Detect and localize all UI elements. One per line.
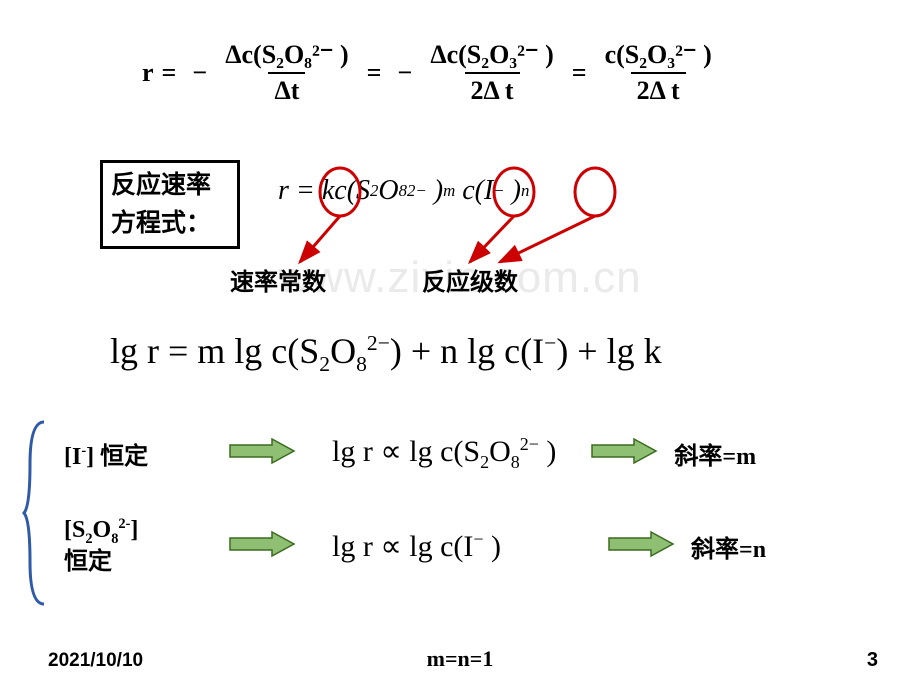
eq-lhs: r <box>142 58 154 88</box>
eq-equals1: = <box>162 58 177 88</box>
eq-frac1-den: Δt <box>268 72 305 106</box>
cond-i-result: 斜率=m <box>674 436 756 471</box>
rate-law-equation: r = kc(S2O82− )m c(I− )n <box>278 175 529 207</box>
condition-row-i-constant: [I-] 恒定 lg r ∝ lg c(S2O82− ) 斜率=m <box>64 434 756 473</box>
rate-constant-label: 速率常数 <box>230 262 326 297</box>
eq-frac2-num: Δc(S₂O₃²⁻ ) <box>424 40 559 72</box>
footer-date: 2021/10/10 <box>48 650 143 672</box>
arrow-icon <box>228 435 298 472</box>
arrow-icon <box>590 435 660 472</box>
eq-frac2-den: 2Δ t <box>465 72 520 106</box>
footer-caption: m=n=1 <box>427 646 494 672</box>
reaction-order-label: 反应级数 <box>422 262 518 297</box>
condition-row-s2o8-constant: [S2O82-]恒定 lg r ∝ lg c(I− ) 斜率=n <box>64 516 766 577</box>
arrow-icon <box>607 528 677 565</box>
rate-law-box-label: 反应速率 方程式： <box>100 160 240 249</box>
eq-sign1: − <box>192 58 207 88</box>
eq-frac3: c(S₂O₃²⁻ ) 2Δ t <box>599 40 718 106</box>
eq-equals3: = <box>572 58 587 88</box>
log-rate-equation: lg r = m lg c(S2O82−) + n lg c(I−) + lg … <box>110 330 662 377</box>
eq-sign2: − <box>397 58 412 88</box>
eq-equals2: = <box>367 58 382 88</box>
curly-bracket-icon <box>22 418 50 608</box>
eq-frac2: Δc(S₂O₃²⁻ ) 2Δ t <box>424 40 559 106</box>
cond-i-label: [I-] 恒定 <box>64 436 214 471</box>
footer-page-number: 3 <box>867 649 878 672</box>
eq-frac1: Δc(S₂O₈²⁻ ) Δt <box>219 40 354 106</box>
eq-frac1-num: Δc(S₂O₈²⁻ ) <box>219 40 354 72</box>
cond-s-result: 斜率=n <box>691 529 766 564</box>
cond-i-eq: lg r ∝ lg c(S2O82− ) <box>332 434 556 473</box>
arrow-icon <box>228 528 298 565</box>
cond-s-label: [S2O82-]恒定 <box>64 516 214 577</box>
eq-frac3-den: 2Δ t <box>631 72 686 106</box>
cond-s-eq: lg r ∝ lg c(I− ) <box>332 529 501 564</box>
rate-definition-equation: r = − Δc(S₂O₈²⁻ ) Δt = − Δc(S₂O₃²⁻ ) 2Δ … <box>142 40 722 106</box>
eq-frac3-num: c(S₂O₃²⁻ ) <box>599 40 718 72</box>
